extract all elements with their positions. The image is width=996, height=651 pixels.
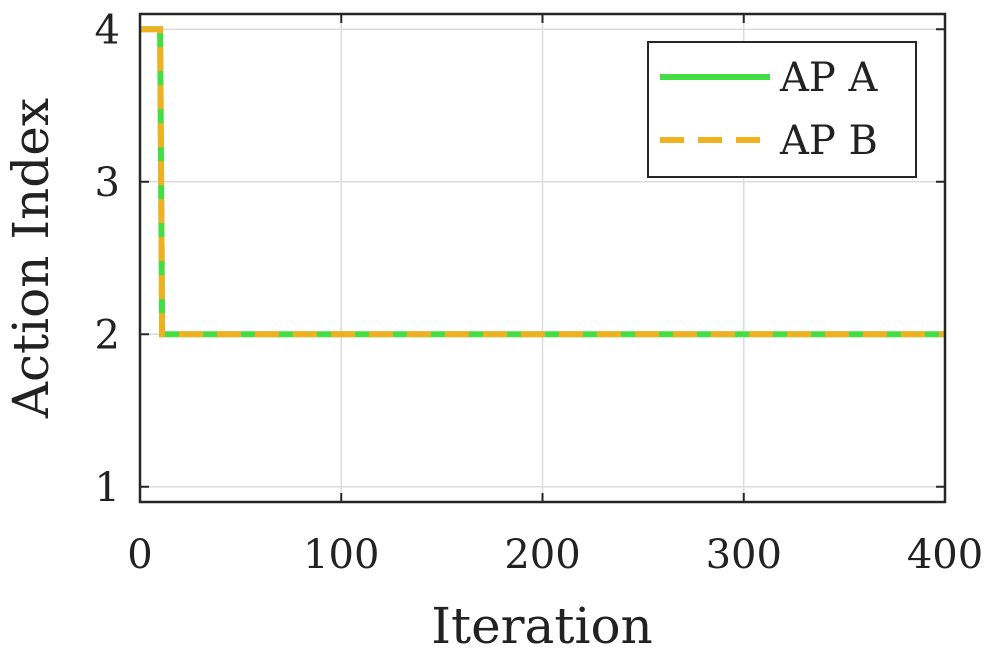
legend-label-ap-b: AP B — [779, 118, 878, 164]
x-tick-label: 400 — [907, 532, 983, 578]
y-tick-label: 2 — [95, 312, 120, 358]
y-tick-label: 4 — [95, 7, 120, 53]
series-line-ap-b — [140, 26, 945, 338]
legend: AP A AP B — [647, 41, 917, 178]
legend-box — [647, 41, 917, 178]
y-axis-label: Action Index — [2, 98, 60, 419]
x-tick-label: 300 — [706, 532, 782, 578]
x-tick-label: 200 — [504, 532, 580, 578]
y-tick-label: 1 — [95, 465, 120, 511]
tick-labels: 0 100 200 300 400 1 2 3 4 — [95, 7, 984, 578]
legend-label-ap-a: AP A — [779, 55, 879, 101]
plot-frame — [138, 12, 947, 504]
x-axis-label: Iteration — [431, 597, 653, 651]
x-tick-label: 100 — [303, 532, 379, 578]
series-lines — [140, 26, 945, 338]
y-tick-label: 3 — [95, 160, 120, 206]
x-tick-label: 0 — [127, 532, 152, 578]
